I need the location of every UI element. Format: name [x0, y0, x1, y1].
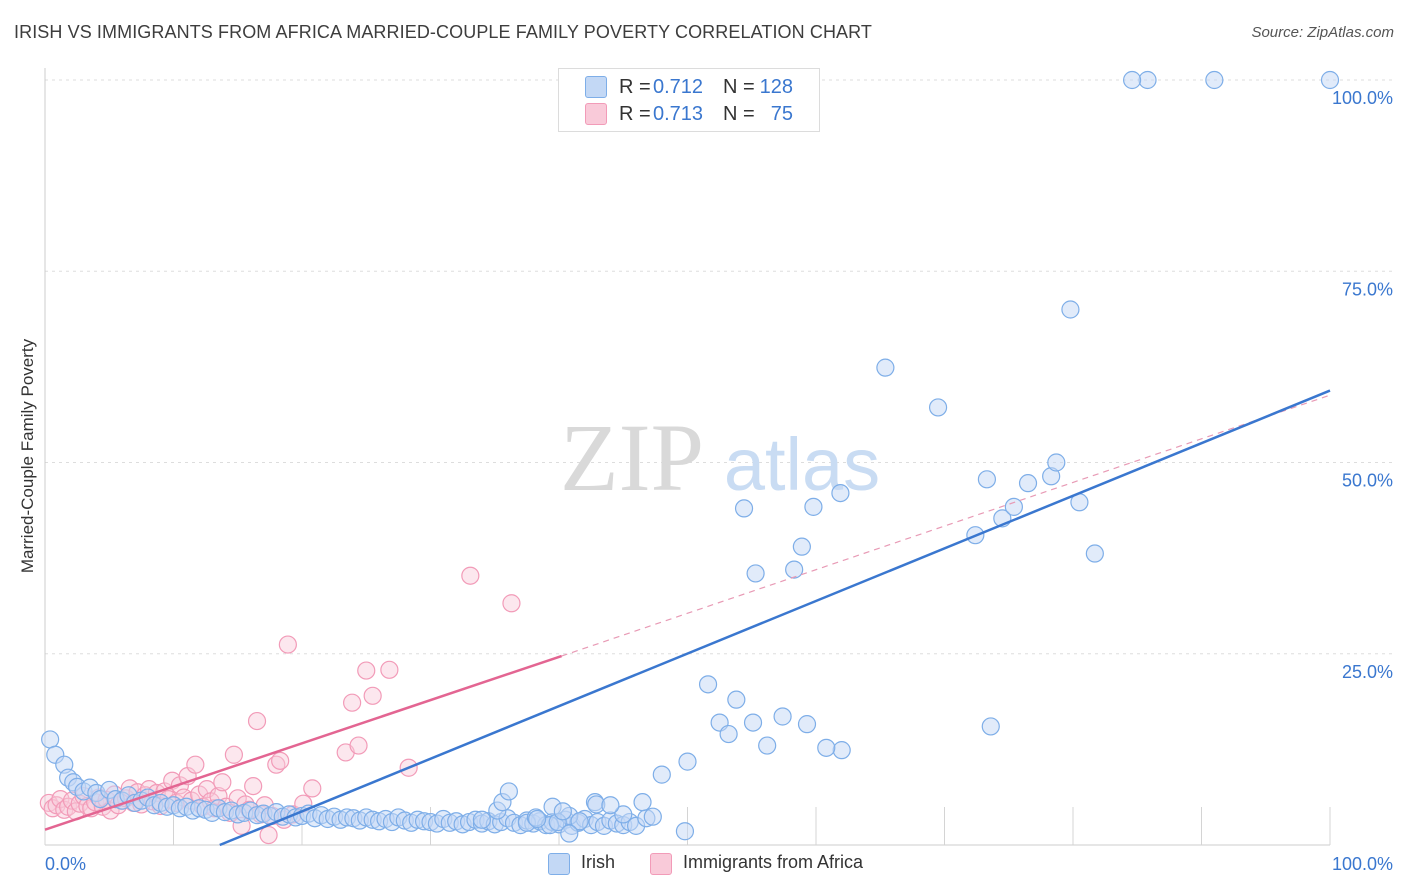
irish-point: [804, 497, 823, 516]
africa-point: [502, 594, 521, 613]
legend-r-label: R =: [619, 75, 651, 98]
irish-point: [727, 690, 746, 709]
irish-point: [614, 805, 633, 824]
africa-point: [224, 745, 243, 764]
watermark-zip: ZIP: [560, 404, 704, 511]
irish-point: [1085, 544, 1104, 563]
irish-point: [734, 499, 754, 518]
irish-point: [797, 715, 817, 734]
irish-point: [675, 822, 695, 841]
legend-swatch-irish: [548, 853, 570, 875]
africa-point: [343, 693, 362, 712]
irish-point: [1018, 474, 1038, 493]
irish-point: [719, 724, 738, 744]
irish-point: [1047, 453, 1066, 472]
y-tick-label: 100.0%: [1332, 88, 1393, 108]
irish-point: [1320, 70, 1340, 90]
africa-point: [461, 566, 480, 585]
irish-trend-line: [219, 389, 1331, 847]
irish-point: [499, 782, 518, 801]
irish-point: [876, 358, 895, 377]
y-tick-label: 75.0%: [1342, 279, 1393, 299]
legend-label-africa: Immigrants from Africa: [683, 852, 864, 872]
irish-point: [977, 470, 997, 489]
legend-r-value: 0.713: [653, 102, 704, 125]
irish-point: [643, 807, 662, 826]
africa-point: [357, 661, 376, 680]
irish-point: [758, 736, 777, 755]
correlation-legend: R = 0.712 N = 128 R = 0.713 N = 75: [558, 68, 820, 132]
africa-trend-line: [44, 654, 562, 831]
africa-point: [51, 789, 70, 809]
africa-point: [278, 635, 297, 654]
legend-r-value: 0.712: [653, 75, 704, 98]
irish-point: [832, 741, 851, 760]
africa-point: [244, 776, 263, 796]
irish-point: [601, 796, 620, 815]
irish-point: [633, 793, 652, 812]
irish-point: [1123, 70, 1142, 90]
x-tick-label: 0.0%: [45, 854, 86, 874]
x-tick-label: 100.0%: [1332, 854, 1393, 874]
series-irish-points: [41, 70, 1340, 843]
africa-point: [380, 660, 399, 679]
gridlines: [45, 79, 1395, 655]
irish-point: [528, 809, 547, 829]
irish-point: [1004, 497, 1023, 516]
irish-point: [928, 398, 948, 417]
y-tick-label: 50.0%: [1342, 471, 1393, 491]
africa-point: [186, 755, 205, 774]
irish-point: [570, 812, 589, 831]
africa-point: [213, 773, 232, 792]
trend-lines: [44, 389, 1331, 847]
irish-point: [792, 537, 811, 556]
irish-point: [981, 717, 1000, 736]
legend-label-irish: Irish: [581, 852, 616, 872]
legend-r-label: R =: [619, 102, 651, 125]
tick-labels: 25.0% 50.0% 75.0% 100.0% 0.0% 100.0%: [45, 88, 1393, 874]
africa-point: [247, 711, 267, 731]
irish-point: [831, 484, 850, 503]
irish-point: [785, 560, 804, 579]
africa-point: [271, 751, 290, 770]
irish-point: [773, 707, 792, 726]
irish-point: [746, 564, 765, 583]
irish-point: [1061, 300, 1080, 319]
chart-title: IRISH VS IMMIGRANTS FROM AFRICA MARRIED-…: [14, 22, 873, 42]
legend-swatch-africa: [585, 103, 607, 125]
irish-point: [678, 752, 697, 771]
africa-point: [363, 686, 382, 705]
watermark: ZIP atlas: [560, 404, 880, 511]
watermark-atlas: atlas: [724, 423, 880, 506]
irish-point: [1205, 70, 1224, 90]
irish-point: [817, 738, 836, 757]
legend-n-value: 128: [759, 75, 793, 98]
legend-n-label: N =: [723, 102, 755, 125]
source-credit: Source: ZipAtlas.com: [1251, 24, 1394, 41]
legend-swatch-africa: [650, 853, 672, 875]
legend-row-africa: R = 0.713 N = 75: [559, 101, 819, 127]
irish-point: [1138, 70, 1157, 90]
irish-point: [41, 730, 60, 749]
africa-point: [349, 736, 368, 755]
africa-point: [259, 825, 278, 845]
irish-point: [743, 713, 763, 732]
legend-swatch-irish: [585, 76, 607, 98]
legend-n-value: 75: [770, 102, 793, 125]
irish-point: [560, 824, 579, 843]
legend-row-irish: R = 0.712 N = 128: [559, 74, 819, 100]
irish-point: [553, 802, 572, 821]
africa-point: [303, 779, 322, 798]
africa-trend-extension: [561, 394, 1331, 657]
irish-point: [472, 810, 491, 829]
irish-point: [698, 675, 718, 694]
irish-point: [652, 765, 671, 784]
y-tick-label: 25.0%: [1342, 662, 1393, 682]
legend-n-label: N =: [723, 75, 755, 98]
